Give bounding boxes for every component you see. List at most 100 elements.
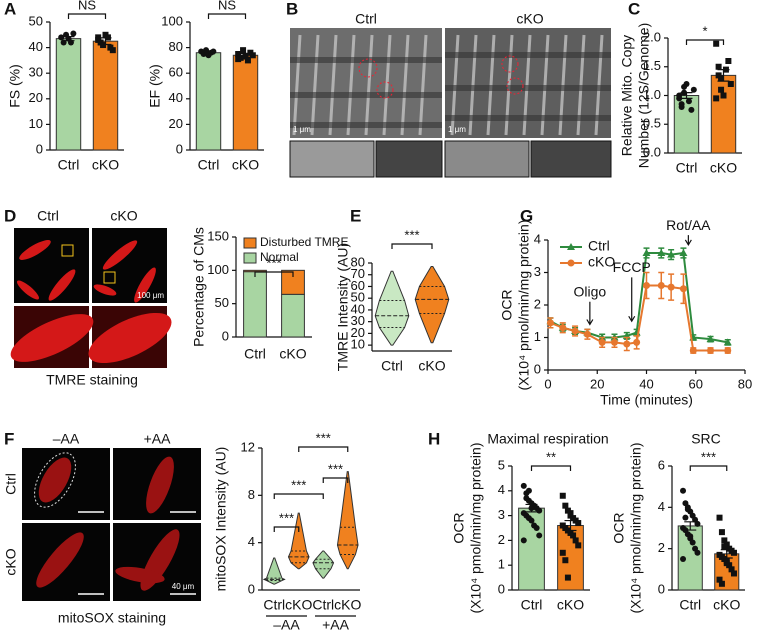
violin	[287, 512, 310, 570]
y-tick-label: 40	[351, 301, 365, 316]
data-point	[687, 533, 694, 540]
caption: TMRE staining	[46, 372, 138, 388]
scale-bar-label: 1 μm	[448, 125, 466, 134]
data-point	[520, 537, 527, 544]
data-point	[559, 492, 566, 499]
group-label: +AA	[322, 617, 350, 633]
x-tick-label: cKO	[710, 160, 737, 176]
micrograph-f	[22, 448, 201, 601]
x-tick-label: cKO	[713, 597, 740, 613]
bar	[232, 54, 259, 151]
panel-label: H	[428, 429, 440, 448]
x-tick-label: cKO	[334, 597, 361, 613]
data-point	[536, 532, 543, 539]
y-tick-label: 3	[498, 507, 505, 522]
data-point	[715, 63, 722, 70]
data-point	[721, 543, 728, 550]
micrograph-d	[10, 228, 172, 368]
significance-label: NS	[78, 0, 96, 12]
y-axis-label: Relative Mito. Copy	[619, 35, 635, 156]
y-tick-label: 60	[169, 65, 183, 80]
data-point	[567, 510, 574, 517]
marker	[706, 335, 715, 343]
significance-bracket	[254, 271, 294, 277]
y-axis-label: OCR	[451, 512, 467, 543]
data-point	[716, 576, 723, 583]
y-tick-label: 4	[658, 499, 665, 514]
y-tick-label: 8	[248, 487, 255, 502]
y-axis-label: OCR	[611, 512, 627, 543]
violin	[374, 270, 410, 346]
data-point	[533, 525, 540, 531]
y-tick-label: 80	[169, 39, 183, 54]
x-tick-label: Ctrl	[312, 597, 334, 613]
y-tick-label: 2	[498, 532, 505, 547]
y-tick-label: 20	[351, 325, 365, 340]
marker	[689, 347, 697, 354]
y-tick-label: 0	[222, 328, 229, 343]
significance-bracket	[67, 13, 107, 19]
marker	[559, 324, 567, 332]
data-point	[725, 58, 732, 64]
y-tick-label: 50	[215, 295, 229, 310]
data-point	[681, 83, 688, 90]
data-point	[235, 51, 242, 57]
scale-bar-label: 1 μm	[293, 125, 311, 134]
data-point	[249, 52, 256, 59]
scale-bar-label: 40 μm	[172, 582, 195, 591]
y-tick-label: 50	[351, 290, 365, 305]
chart-title: Maximal respiration	[487, 431, 608, 447]
x-tick-label: 80	[738, 376, 752, 391]
y-tick-label: 40	[169, 90, 183, 105]
data-point	[676, 92, 683, 99]
significance-bracket	[273, 493, 324, 499]
data-point	[559, 549, 566, 556]
data-point	[58, 34, 65, 41]
y-axis-label: (X10⁴ pmol/min/mg protein)	[516, 220, 532, 391]
significance-bracket	[391, 243, 433, 249]
data-point	[242, 53, 249, 60]
column-label: Ctrl	[355, 11, 377, 27]
x-tick-label: 40	[639, 376, 653, 391]
y-tick-label: 12	[241, 439, 255, 454]
x-tick-label: cKO	[232, 157, 259, 173]
marker	[667, 283, 675, 291]
data-point	[718, 529, 725, 536]
legend-marker	[567, 259, 575, 267]
legend-label: Normal	[260, 250, 299, 264]
data-point	[244, 57, 251, 64]
data-point	[685, 98, 692, 105]
y-tick-label: 60	[351, 278, 365, 293]
significance-bracket	[685, 39, 725, 45]
y-tick-label: 20	[29, 90, 43, 105]
y-tick-label: 100	[207, 262, 229, 277]
x-tick-label: cKO	[557, 597, 584, 613]
marker	[546, 319, 554, 327]
significance-label: **	[546, 449, 556, 464]
marker	[657, 282, 665, 289]
y-axis-label: mitoSOX Intensity (AU)	[213, 447, 229, 592]
data-point	[690, 86, 697, 93]
marker	[723, 338, 732, 346]
column-label: cKO	[110, 208, 137, 224]
y-tick-label: 30	[351, 313, 365, 328]
data-point	[523, 495, 530, 502]
bar	[55, 38, 82, 151]
bar	[673, 95, 700, 154]
arrow	[586, 301, 594, 326]
data-point	[722, 66, 729, 73]
significance-label: ***	[316, 430, 331, 445]
data-point	[730, 549, 737, 556]
legend-swatch	[243, 237, 257, 249]
data-point	[520, 482, 527, 489]
data-point	[525, 487, 532, 494]
significance-label: *	[702, 23, 707, 38]
data-point	[67, 39, 74, 46]
data-point	[694, 520, 701, 527]
panel-label: D	[4, 206, 16, 225]
panel-label: B	[286, 0, 298, 18]
significance-label: NS	[218, 0, 236, 12]
data-point	[681, 89, 688, 96]
data-point	[240, 47, 247, 54]
data-point	[572, 537, 579, 544]
